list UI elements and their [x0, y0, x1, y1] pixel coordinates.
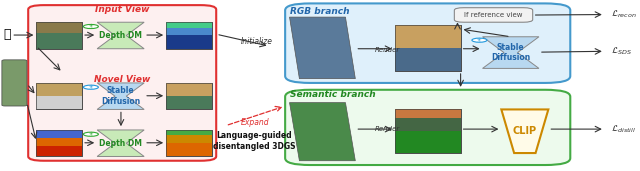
- Circle shape: [83, 24, 99, 29]
- Bar: [395, 118, 461, 131]
- Bar: [36, 83, 82, 109]
- Polygon shape: [289, 17, 355, 79]
- Text: CLIP: CLIP: [513, 126, 537, 136]
- Bar: [395, 109, 461, 153]
- Bar: [36, 33, 82, 49]
- Bar: [36, 22, 82, 49]
- Polygon shape: [483, 37, 539, 68]
- Text: RGB branch: RGB branch: [290, 7, 349, 16]
- Text: ✳: ✳: [88, 85, 93, 90]
- Polygon shape: [97, 83, 144, 109]
- Text: $\mathcal{L}_{SDS}$: $\mathcal{L}_{SDS}$: [611, 45, 632, 57]
- Circle shape: [472, 38, 487, 42]
- Text: $\mathcal{L}_{distill}$: $\mathcal{L}_{distill}$: [611, 123, 636, 135]
- Text: ✳: ✳: [88, 132, 93, 137]
- FancyBboxPatch shape: [285, 90, 570, 165]
- Bar: [36, 22, 82, 49]
- Polygon shape: [97, 22, 144, 49]
- Bar: [166, 135, 212, 143]
- Bar: [166, 96, 212, 109]
- Text: ✳: ✳: [477, 38, 482, 43]
- Bar: [166, 22, 212, 28]
- Polygon shape: [289, 103, 355, 161]
- Text: Render: Render: [374, 126, 400, 132]
- Bar: [166, 130, 212, 135]
- Text: Depth DM: Depth DM: [99, 31, 142, 40]
- FancyBboxPatch shape: [285, 3, 570, 83]
- Bar: [166, 83, 212, 96]
- Bar: [166, 83, 212, 109]
- Bar: [36, 130, 82, 156]
- Bar: [166, 22, 212, 49]
- Bar: [395, 48, 461, 71]
- Text: Expand: Expand: [241, 118, 270, 127]
- Bar: [36, 138, 82, 146]
- Bar: [166, 22, 212, 49]
- Polygon shape: [501, 109, 548, 153]
- Text: Input View: Input View: [95, 5, 150, 14]
- Bar: [166, 28, 212, 36]
- FancyBboxPatch shape: [454, 8, 532, 22]
- Bar: [395, 109, 461, 153]
- Bar: [395, 131, 461, 153]
- Text: Language-guided
disentangled 3DGS: Language-guided disentangled 3DGS: [212, 131, 295, 151]
- Bar: [166, 143, 212, 156]
- Bar: [166, 36, 212, 49]
- Text: 👤: 👤: [3, 28, 11, 41]
- FancyBboxPatch shape: [2, 60, 27, 106]
- Text: Semantic branch: Semantic branch: [290, 90, 376, 99]
- Circle shape: [83, 132, 99, 136]
- Bar: [36, 146, 82, 156]
- FancyBboxPatch shape: [28, 5, 216, 161]
- Bar: [395, 25, 461, 71]
- Text: ✳: ✳: [88, 24, 93, 29]
- Bar: [36, 130, 82, 138]
- Text: Depth DM: Depth DM: [99, 139, 142, 148]
- Text: Stable
Diffusion: Stable Diffusion: [491, 43, 531, 62]
- Bar: [36, 22, 82, 33]
- Bar: [36, 83, 82, 109]
- Text: If reference view: If reference view: [464, 12, 523, 18]
- Text: Novel View: Novel View: [94, 75, 150, 84]
- Text: Stable
Diffusion: Stable Diffusion: [101, 87, 140, 106]
- Bar: [36, 130, 82, 156]
- Bar: [166, 83, 212, 109]
- Bar: [395, 25, 461, 71]
- Bar: [36, 96, 82, 109]
- Text: $\mathcal{L}_{recon}$: $\mathcal{L}_{recon}$: [611, 9, 637, 20]
- Circle shape: [83, 85, 99, 89]
- Bar: [166, 130, 212, 156]
- Text: Initialize: Initialize: [241, 37, 273, 45]
- Bar: [166, 130, 212, 156]
- Bar: [395, 109, 461, 118]
- Polygon shape: [97, 130, 144, 156]
- Bar: [36, 83, 82, 96]
- Text: Render: Render: [374, 47, 400, 53]
- Bar: [395, 25, 461, 48]
